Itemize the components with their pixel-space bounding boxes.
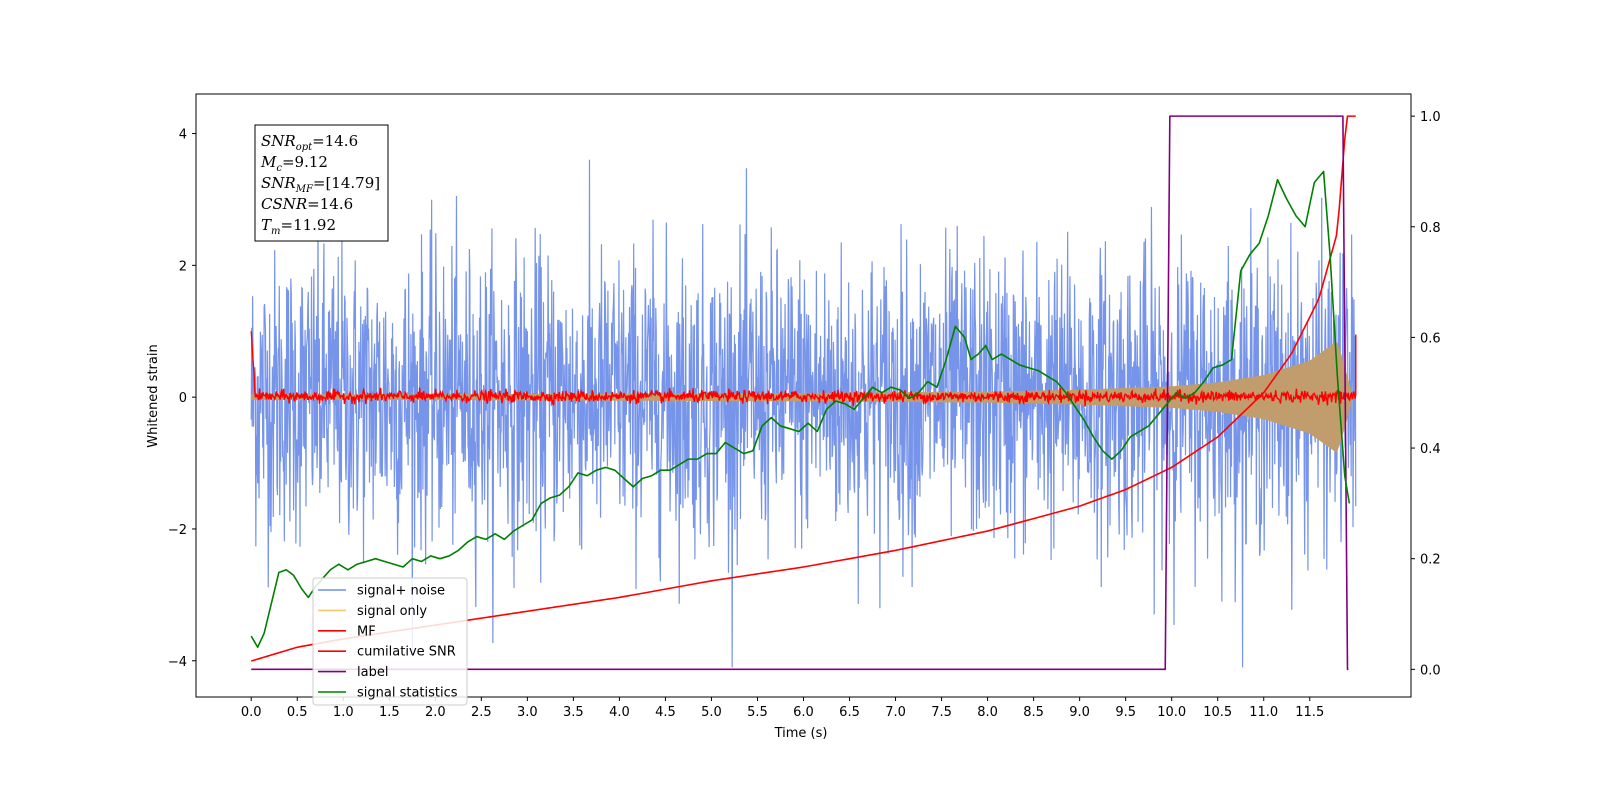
legend-entry: label xyxy=(357,665,388,680)
x-tick-label: 8.0 xyxy=(977,705,998,720)
annotation-line: SNRMF=[14.79] xyxy=(261,174,380,195)
legend-entry: signal only xyxy=(357,604,427,619)
x-tick-label: 0.5 xyxy=(287,705,308,720)
legend-frame xyxy=(312,577,468,706)
x-tick-label: 3.5 xyxy=(563,705,584,720)
x-tick-label: 7.5 xyxy=(931,705,952,720)
x-tick-label: 11.0 xyxy=(1249,705,1278,720)
legend-entry: cumilative SNR xyxy=(357,645,456,660)
x-tick-label: 2.5 xyxy=(471,705,492,720)
x-tick-label: 4.0 xyxy=(609,705,630,720)
x-tick-label: 9.5 xyxy=(1115,705,1136,720)
y2-tick-label: 1.0 xyxy=(1420,110,1441,125)
x-tick-label: 8.5 xyxy=(1023,705,1044,720)
annotation-line: CSNR=14.6 xyxy=(261,195,353,213)
y-tick-label: −2 xyxy=(168,523,187,538)
y-axis-right: 0.0 0.2 0.4 0.6 0.8 1.0 xyxy=(1411,110,1441,678)
series-signal-statistics-line xyxy=(250,170,1351,649)
annotation-line: Mc=9.12 xyxy=(260,153,328,174)
x-tick-label: 0.0 xyxy=(241,705,262,720)
y2-tick-label: 0.6 xyxy=(1420,331,1441,346)
x-tick-label: 10.0 xyxy=(1157,705,1186,720)
annotation-frame xyxy=(254,124,389,242)
x-tick-label: 2.0 xyxy=(425,705,446,720)
x-tick-label: 1.5 xyxy=(379,705,400,720)
y-tick-label: 4 xyxy=(179,128,187,143)
annotation-box: SNRopt=14.6Mc=9.12SNRMF=[14.79]CSNR=14.6… xyxy=(254,124,389,242)
y-axis-left: −4 −2 0 2 4 xyxy=(168,128,196,670)
x-tick-label: 5.5 xyxy=(747,705,768,720)
y-tick-label: −4 xyxy=(168,655,187,670)
x-tick-label: 3.0 xyxy=(517,705,538,720)
legend-entry: MF xyxy=(357,624,376,639)
x-tick-label: 5.0 xyxy=(701,705,722,720)
x-tick-label: 6.5 xyxy=(839,705,860,720)
annotation-line: SNRopt=14.6 xyxy=(261,132,358,153)
y2-tick-label: 0.0 xyxy=(1420,663,1441,678)
annotation-line: Tm=11.92 xyxy=(261,216,336,237)
x-tick-label: 4.5 xyxy=(655,705,676,720)
x-tick-label: 10.5 xyxy=(1203,705,1232,720)
x-tick-label: 6.0 xyxy=(793,705,814,720)
y2-tick-label: 0.8 xyxy=(1420,221,1441,236)
y2-tick-label: 0.4 xyxy=(1420,442,1441,457)
x-tick-label: 9.0 xyxy=(1069,705,1090,720)
y-tick-label: 2 xyxy=(179,259,187,274)
x-tick-label: 1.0 xyxy=(333,705,354,720)
legend: signal+ noise signal only MF cumilative SNR… xyxy=(312,577,468,706)
legend-entry: signal statistics xyxy=(357,686,458,701)
x-axis: 0.0 0.5 1.0 1.5 2.0 2.5 3.0 3.5 4.0 4.5 5.0 5.5 6.0 6… xyxy=(241,697,1324,720)
y-axis-label: Whitened strain xyxy=(146,344,161,447)
y2-tick-label: 0.2 xyxy=(1420,553,1441,568)
x-tick-label: 7.0 xyxy=(885,705,906,720)
series-label-line xyxy=(251,115,1349,671)
y-tick-label: 0 xyxy=(179,391,187,406)
x-tick-label: 11.5 xyxy=(1295,705,1324,720)
x-axis-label: Time (s) xyxy=(774,726,828,741)
series-signal-noise-line xyxy=(250,159,1357,668)
legend-entry: signal+ noise xyxy=(357,584,445,599)
